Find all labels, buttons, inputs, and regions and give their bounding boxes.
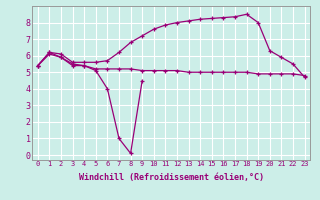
X-axis label: Windchill (Refroidissement éolien,°C): Windchill (Refroidissement éolien,°C) [79,173,264,182]
